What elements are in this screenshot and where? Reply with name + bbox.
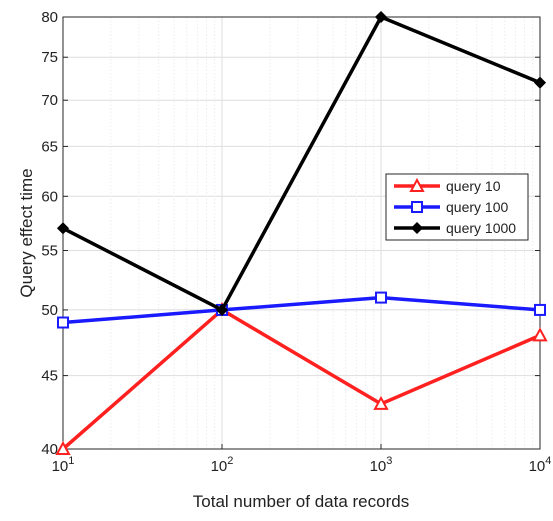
series-1 (55, 301, 548, 455)
legend-label: query 1000 (446, 220, 516, 236)
data-point-marker (57, 316, 69, 329)
data-point-marker (533, 76, 547, 89)
legend-entry: query 10 (394, 177, 501, 194)
data-point-marker (532, 327, 548, 342)
y-tick-label: 45 (41, 368, 58, 385)
y-tick-label: 70 (41, 92, 58, 109)
legend-label: query 10 (446, 178, 501, 194)
y-tick-label: 40 (41, 441, 58, 458)
x-tick-label: 101 (52, 455, 75, 475)
x-tick-label: 103 (370, 455, 393, 475)
series-3 (56, 10, 547, 316)
series-line (62, 295, 541, 325)
data-point-marker (411, 201, 423, 213)
series (55, 10, 548, 455)
data-point-marker (55, 440, 71, 455)
legend-entry: query 1000 (394, 220, 516, 236)
y-tick-label: 75 (41, 49, 58, 66)
series-line (62, 15, 541, 312)
y-tick-label: 80 (41, 9, 58, 26)
y-tick-label: 60 (41, 188, 58, 205)
data-point-marker (56, 222, 70, 235)
data-point-marker (534, 303, 546, 316)
y-tick-label: 55 (41, 243, 58, 260)
legend-label: query 100 (446, 199, 508, 215)
x-tick-label: 102 (211, 455, 234, 475)
data-point-marker (215, 303, 229, 316)
axis-ticks: 40 45 50 55 60 65 70 75 80 101 102 103 104 (41, 9, 551, 475)
y-tick-label: 65 (41, 138, 58, 155)
data-point-marker (410, 221, 424, 235)
data-point-marker (409, 177, 425, 192)
data-point-marker (375, 291, 387, 304)
data-point-marker (374, 10, 388, 24)
y-tick-label: 50 (41, 302, 58, 319)
legend: query 10 query 100 query 1000 (385, 173, 529, 241)
legend-entry: query 100 (394, 199, 508, 215)
data-point-marker (373, 395, 389, 410)
x-tick-label: 104 (529, 455, 552, 475)
series-line (61, 308, 541, 451)
x-axis-title: Total number of data records (193, 492, 409, 511)
y-axis-title: Query effect time (17, 168, 36, 297)
